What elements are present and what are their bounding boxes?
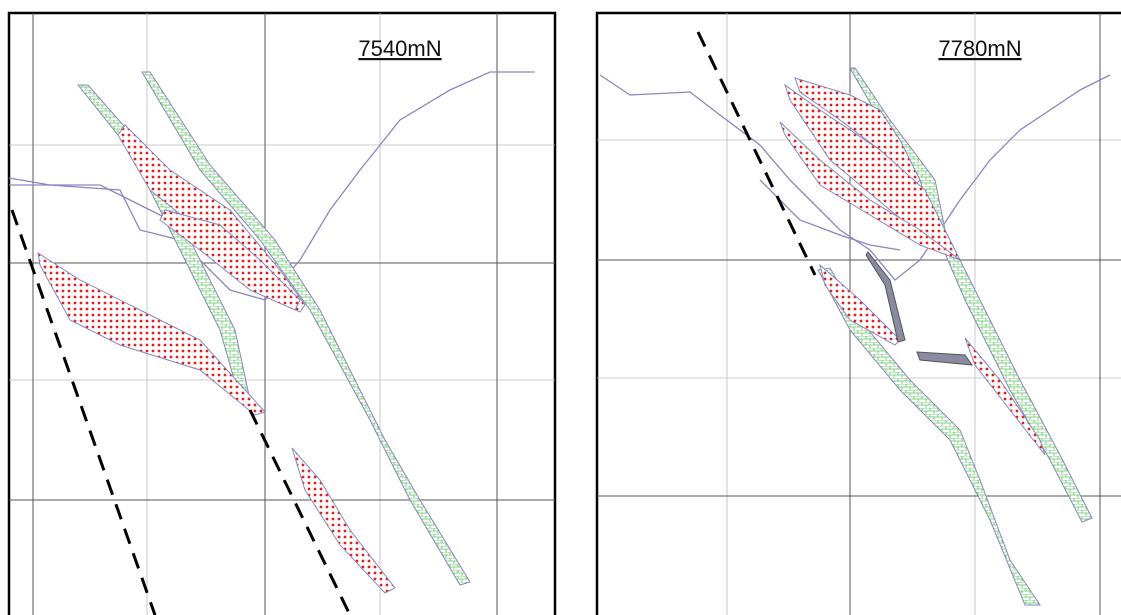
panel-title: 7780mN xyxy=(938,36,1021,61)
panel-7540: 7540mN xyxy=(9,13,555,615)
sections: 7540mN 7780mN xyxy=(0,0,1121,615)
panel-7780: 7780mN xyxy=(597,13,1121,615)
panel-title: 7540mN xyxy=(358,36,441,61)
